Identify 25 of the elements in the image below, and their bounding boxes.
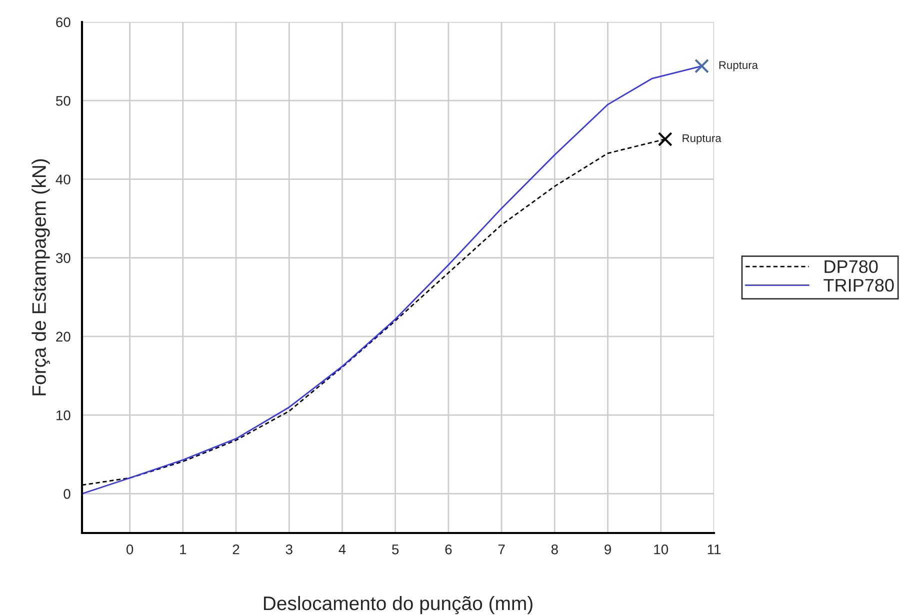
x-tick-label: 1 [180,544,186,554]
y-tick-label: 0 [64,489,70,499]
y-tick-label: 10 [56,410,70,420]
x-tick-label: 9 [604,544,611,554]
x-tick-label: 4 [338,544,346,554]
x-tick-label: 2 [232,544,240,554]
y-tick-label: 40 [56,174,70,184]
annotation: Ruptura [719,61,758,72]
annotation: Ruptura [682,134,722,144]
x-tick-label: 6 [445,544,452,554]
legend-label: DP780 [824,260,878,274]
legend-label: TRIP780 [824,278,894,292]
y-tick-label: 20 [56,332,70,342]
x-tick-label: 3 [286,544,292,554]
x-tick-label: 5 [392,544,399,554]
y-tick-label: 50 [56,96,70,106]
y-tick-label: 60 [56,17,70,28]
x-tick-label: 7 [498,544,505,554]
y-axis-title: Força de Estampagem (kN) [32,159,50,396]
x-tick-label: 10 [654,544,668,554]
x-tick-label: 0 [126,544,134,554]
x-axis-title: Deslocamento do punção (mm) [264,596,532,614]
x-tick-label: 11 [708,544,721,554]
y-tick-label: 30 [56,253,70,264]
x-tick-label: 8 [551,544,558,554]
